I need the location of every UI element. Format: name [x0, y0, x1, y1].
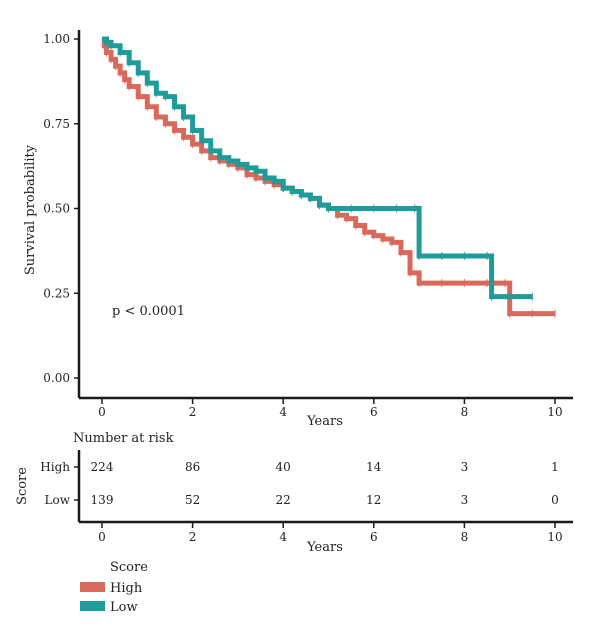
risk-cell: 0	[551, 493, 559, 507]
y-axis-title: Survival probability	[23, 144, 38, 275]
risk-cell: 52	[185, 493, 200, 507]
risk-x-tick-label: 10	[547, 530, 562, 544]
risk-x-tick-label: 0	[98, 530, 106, 544]
series-line-high	[101, 36, 555, 317]
x-tick-label: 2	[189, 405, 197, 419]
legend-swatch-high	[80, 582, 105, 592]
legend: Score High Low	[80, 560, 148, 615]
y-tick-label: 0.00	[43, 371, 70, 385]
risk-cell: 3	[461, 493, 469, 507]
risk-cell: 224	[91, 460, 114, 474]
legend-label-low: Low	[110, 600, 138, 615]
series-layer	[101, 36, 556, 318]
x-tick-label: 8	[461, 405, 469, 419]
y-tick-label: 0.50	[43, 202, 70, 216]
risk-cell: 40	[276, 460, 291, 474]
risk-cell: 22	[276, 493, 291, 507]
risk-x-tick-label: 2	[189, 530, 197, 544]
risk-x-axis-ticks: 0 2 4 6 8 10	[98, 522, 563, 544]
risk-x-tick-label: 8	[461, 530, 469, 544]
risk-row-label: Low	[45, 493, 71, 507]
risk-x-axis-title: Years	[306, 540, 343, 555]
x-axis-title: Years	[306, 414, 343, 429]
p-value-annotation: p < 0.0001	[112, 304, 185, 319]
risk-cell: 86	[185, 460, 200, 474]
main-plot: 0.00 0.25 0.50 0.75 1.00 0 2 4 6 8 10 Survival pr…	[23, 30, 573, 429]
legend-swatch-low	[80, 601, 105, 611]
risk-table-title: Number at risk	[73, 431, 174, 446]
legend-title: Score	[110, 560, 148, 575]
risk-x-tick-label: 4	[279, 530, 287, 544]
y-tick-label: 0.25	[43, 286, 70, 300]
x-tick-label: 0	[98, 405, 106, 419]
x-tick-label: 4	[279, 405, 287, 419]
risk-cell: 12	[366, 493, 381, 507]
x-axis-ticks: 0 2 4 6 8 10	[98, 398, 563, 419]
risk-cell: 3	[461, 460, 469, 474]
risk-axis-title: Score	[15, 467, 30, 505]
risk-rows: High 224 86 40 14 3 1 Low 139 52 22 12 3 0	[40, 460, 559, 507]
series-line-low	[102, 36, 533, 300]
x-tick-label: 10	[547, 405, 562, 419]
legend-label-high: High	[110, 581, 143, 596]
risk-cell: 14	[366, 460, 382, 474]
risk-row-label: High	[40, 460, 70, 474]
y-axis-ticks: 0.00 0.25 0.50 0.75 1.00	[43, 32, 79, 385]
y-tick-label: 0.75	[43, 117, 70, 131]
risk-x-tick-label: 6	[370, 530, 378, 544]
risk-cell: 139	[91, 493, 114, 507]
risk-cell: 1	[551, 460, 559, 474]
y-tick-label: 1.00	[43, 32, 70, 46]
x-tick-label: 6	[370, 405, 378, 419]
